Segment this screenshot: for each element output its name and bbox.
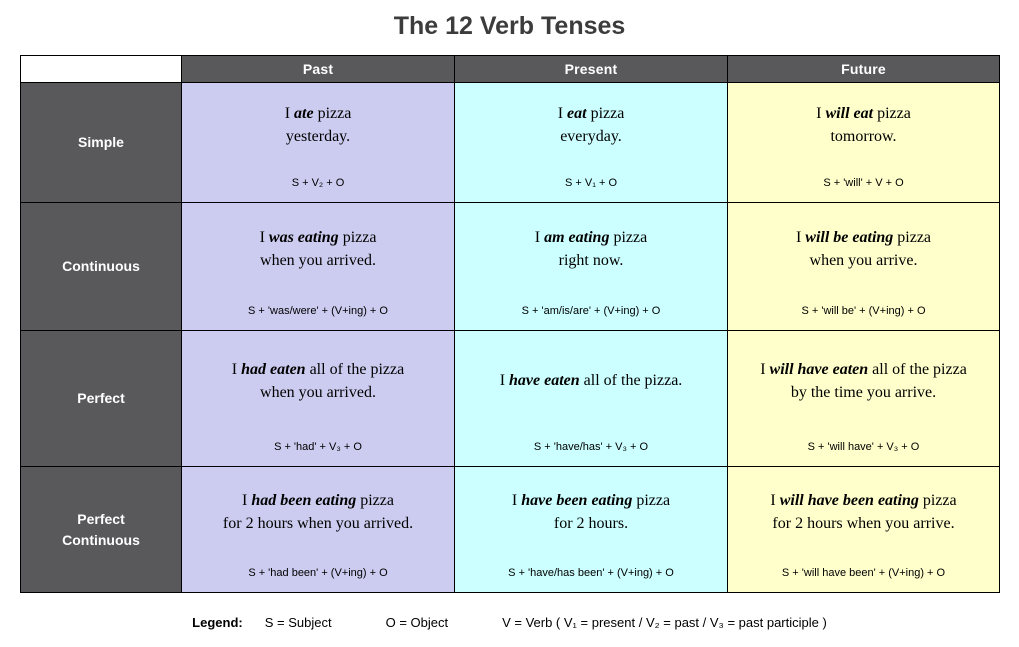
formula-text: S + 'will have been' + (V+ing) + O bbox=[781, 567, 946, 579]
sentence-pre: I bbox=[231, 361, 242, 379]
sentence-pre: I bbox=[795, 229, 806, 247]
example-sentence: I had eaten all of the pizza when you ar… bbox=[182, 331, 454, 432]
example-sentence: I have eaten all of the pizza. bbox=[455, 331, 727, 432]
sentence-post: pizza bbox=[609, 229, 648, 247]
formula-text: S + 'will have' + V₃ + O bbox=[807, 441, 920, 453]
sentence-post: pizza bbox=[632, 492, 671, 510]
corner-cell bbox=[20, 55, 182, 83]
sentence-post: pizza bbox=[918, 492, 957, 510]
formula-text: S + V₁ + O bbox=[564, 177, 617, 189]
cell-continuous-future: I will be eating pizza when you arrive. … bbox=[727, 202, 1000, 331]
row-header-perfect-continuous: Perfect Continuous bbox=[20, 466, 182, 593]
sentence-pre: I bbox=[284, 105, 295, 123]
page-title: The 12 Verb Tenses bbox=[393, 12, 626, 40]
sentence-post: pizza bbox=[873, 105, 911, 123]
sentence-line2: everyday. bbox=[560, 127, 622, 145]
sentence-post: all of the pizza bbox=[868, 361, 967, 379]
cell-simple-past: I ate pizza yesterday. S + V₂ + O bbox=[181, 82, 455, 203]
example-sentence: I was eating pizza when you arrived. bbox=[182, 203, 454, 296]
verb-highlight: was eating bbox=[268, 229, 339, 247]
cell-continuous-present: I am eating pizza right now. S + 'am/is/… bbox=[454, 202, 728, 331]
sentence-post: pizza bbox=[313, 105, 352, 123]
verb-highlight: had eaten bbox=[241, 361, 306, 379]
legend-label: Legend: bbox=[192, 615, 243, 630]
cell-continuous-past: I was eating pizza when you arrived. S +… bbox=[181, 202, 455, 331]
sentence-pre: I bbox=[816, 105, 826, 123]
cell-perfect-continuous-past: I had been eating pizza for 2 hours when… bbox=[181, 466, 455, 593]
example-sentence: I ate pizza yesterday. bbox=[182, 83, 454, 168]
verb-highlight: had been eating bbox=[251, 492, 357, 510]
cell-simple-future: I will eat pizza tomorrow. S + 'will' + … bbox=[727, 82, 1000, 203]
cell-perfect-present: I have eaten all of the pizza. S + 'have… bbox=[454, 330, 728, 467]
sentence-pre: I bbox=[511, 492, 522, 510]
formula-text: S + 'have/has been' + (V+ing) + O bbox=[508, 567, 674, 579]
sentence-post: pizza bbox=[893, 229, 932, 247]
formula-text: S + V₂ + O bbox=[291, 177, 345, 189]
sentence-line2: tomorrow. bbox=[830, 127, 897, 145]
cell-simple-present: I eat pizza everyday. S + V₁ + O bbox=[454, 82, 728, 203]
example-sentence: I eat pizza everyday. bbox=[455, 83, 727, 168]
cell-perfect-future: I will have eaten all of the pizza by th… bbox=[727, 330, 1000, 467]
sentence-line2: by the time you arrive. bbox=[790, 383, 937, 401]
legend-item-verb: V = Verb ( V₁ = present / V₂ = past / V₃… bbox=[502, 615, 827, 630]
formula-text: S + 'had' + V₃ + O bbox=[274, 441, 362, 453]
formula-text: S + 'am/is/are' + (V+ing) + O bbox=[521, 305, 661, 317]
cell-perfect-continuous-future: I will have been eating pizza for 2 hour… bbox=[727, 466, 1000, 593]
sentence-post: all of the pizza bbox=[305, 361, 405, 379]
legend: Legend: S = Subject O = Object V = Verb … bbox=[0, 615, 1019, 630]
sentence-post: pizza bbox=[586, 105, 625, 123]
example-sentence: I am eating pizza right now. bbox=[455, 203, 727, 296]
formula-text: S + 'will be' + (V+ing) + O bbox=[801, 305, 926, 317]
sentence-post: all of the pizza. bbox=[579, 372, 683, 390]
legend-item-subject: S = Subject bbox=[264, 615, 332, 630]
example-sentence: I will be eating pizza when you arrive. bbox=[728, 203, 999, 296]
formula-text: S + 'was/were' + (V+ing) + O bbox=[248, 305, 388, 317]
row-header-perfect: Perfect bbox=[20, 330, 182, 467]
formula-text: S + 'had been' + (V+ing) + O bbox=[248, 567, 388, 579]
sentence-pre: I bbox=[259, 229, 269, 247]
row-header-continuous: Continuous bbox=[20, 202, 182, 331]
sentence-line2: when you arrive. bbox=[809, 251, 918, 269]
verb-highlight: eat bbox=[567, 105, 587, 123]
sentence-post: pizza bbox=[338, 229, 377, 247]
verb-highlight: will be eating bbox=[805, 229, 894, 247]
example-sentence: I had been eating pizza for 2 hours when… bbox=[182, 467, 454, 558]
verb-highlight: ate bbox=[294, 105, 314, 123]
verb-highlight: have eaten bbox=[509, 372, 580, 390]
cell-perfect-past: I had eaten all of the pizza when you ar… bbox=[181, 330, 455, 467]
formula-text: S + 'have/has' + V₃ + O bbox=[533, 441, 649, 453]
sentence-pre: I bbox=[242, 492, 252, 510]
verb-highlight: will have been eating bbox=[779, 492, 919, 510]
sentence-post: pizza bbox=[356, 492, 394, 510]
example-sentence: I have been eating pizza for 2 hours. bbox=[455, 467, 727, 558]
column-header-past: Past bbox=[181, 55, 455, 83]
sentence-pre: I bbox=[499, 372, 510, 390]
verb-highlight: am eating bbox=[544, 229, 610, 247]
verb-highlight: will have eaten bbox=[769, 361, 869, 379]
sentence-line2: when you arrived. bbox=[260, 383, 376, 401]
sentence-line2: when you arrived. bbox=[260, 251, 376, 269]
sentence-line2: for 2 hours when you arrived. bbox=[222, 514, 414, 532]
sentence-line2: for 2 hours when you arrive. bbox=[772, 514, 955, 532]
example-sentence: I will eat pizza tomorrow. bbox=[728, 83, 999, 168]
sentence-pre: I bbox=[760, 361, 770, 379]
column-header-present: Present bbox=[454, 55, 728, 83]
sentence-pre: I bbox=[770, 492, 780, 510]
column-header-future: Future bbox=[727, 55, 1000, 83]
verb-tenses-table: Past Present Future Simple I ate pizza y… bbox=[20, 55, 1000, 593]
formula-text: S + 'will' + V + O bbox=[823, 177, 904, 189]
legend-item-object: O = Object bbox=[385, 615, 449, 630]
sentence-line2: right now. bbox=[558, 251, 624, 269]
verb-highlight: have been eating bbox=[521, 492, 633, 510]
sentence-pre: I bbox=[534, 229, 545, 247]
row-header-simple: Simple bbox=[20, 82, 182, 203]
example-sentence: I will have been eating pizza for 2 hour… bbox=[728, 467, 999, 558]
sentence-line2: for 2 hours. bbox=[553, 514, 629, 532]
example-sentence: I will have eaten all of the pizza by th… bbox=[728, 331, 999, 432]
sentence-line2: yesterday. bbox=[285, 127, 351, 145]
verb-highlight: will eat bbox=[825, 105, 874, 123]
sentence-pre: I bbox=[557, 105, 568, 123]
cell-perfect-continuous-present: I have been eating pizza for 2 hours. S … bbox=[454, 466, 728, 593]
